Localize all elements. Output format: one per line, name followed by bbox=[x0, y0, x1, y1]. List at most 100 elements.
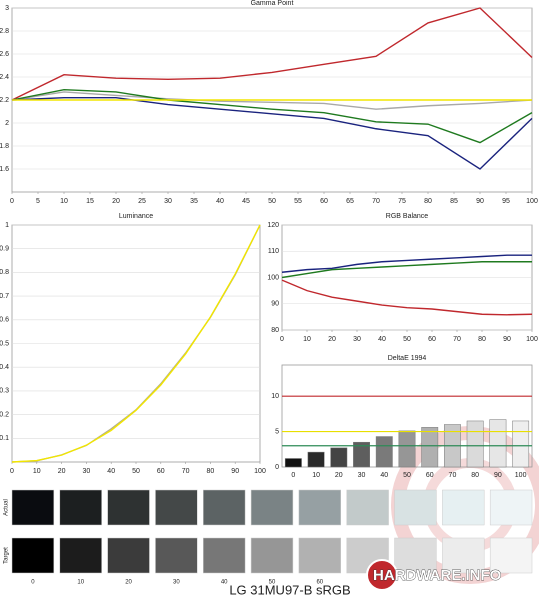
x-tick-label: 80 bbox=[471, 472, 479, 479]
swatch bbox=[107, 537, 150, 574]
y-tick-label: 0.3 bbox=[0, 388, 9, 395]
y-tick-label: 2.8 bbox=[0, 28, 9, 35]
y-tick-label: 1.6 bbox=[0, 166, 9, 173]
swatch bbox=[298, 537, 341, 574]
bar bbox=[466, 420, 484, 468]
y-tick-label: 3 bbox=[5, 5, 9, 12]
series-line bbox=[281, 261, 532, 279]
x-tick-label: 65 bbox=[346, 198, 354, 205]
x-tick-label: 80 bbox=[478, 336, 486, 343]
swatch bbox=[442, 537, 485, 574]
x-tick-label: 0 bbox=[291, 472, 295, 479]
bar bbox=[489, 419, 507, 468]
swatch bbox=[155, 489, 198, 526]
y-tick-label: 2.2 bbox=[0, 97, 9, 104]
x-tick-label: 50 bbox=[268, 198, 276, 205]
x-tick-label: 90 bbox=[503, 336, 511, 343]
chart-title: Luminance bbox=[119, 213, 153, 220]
swatch-label: 0 bbox=[31, 580, 35, 586]
x-tick-label: 60 bbox=[157, 468, 165, 475]
x-tick-label: 90 bbox=[494, 472, 502, 479]
swatch bbox=[394, 489, 437, 526]
y-tick-label: 90 bbox=[271, 301, 279, 308]
bar bbox=[512, 420, 530, 468]
x-tick-label: 20 bbox=[58, 468, 66, 475]
x-tick-label: 95 bbox=[502, 198, 510, 205]
swatch bbox=[155, 537, 198, 574]
y-tick-label: 0.7 bbox=[0, 293, 9, 300]
x-tick-label: 100 bbox=[515, 472, 527, 479]
series-line bbox=[281, 254, 532, 273]
x-tick-label: 60 bbox=[320, 198, 328, 205]
bar bbox=[284, 458, 302, 468]
swatch-label: 20 bbox=[125, 580, 132, 586]
x-tick-label: 0 bbox=[10, 198, 14, 205]
y-tick-label: 0.4 bbox=[0, 364, 9, 371]
swatch bbox=[489, 537, 533, 574]
x-tick-label: 25 bbox=[138, 198, 146, 205]
series-line bbox=[11, 224, 261, 463]
bar bbox=[307, 451, 325, 468]
x-tick-label: 100 bbox=[526, 336, 538, 343]
x-tick-label: 80 bbox=[424, 198, 432, 205]
bar bbox=[421, 427, 439, 468]
swatch bbox=[11, 537, 55, 574]
bar bbox=[353, 441, 370, 468]
x-tick-label: 40 bbox=[107, 468, 115, 475]
swatch bbox=[59, 537, 102, 574]
x-tick-label: 0 bbox=[280, 336, 284, 343]
x-tick-label: 70 bbox=[453, 336, 461, 343]
swatch bbox=[203, 489, 246, 526]
swatch bbox=[346, 489, 389, 526]
x-tick-label: 100 bbox=[526, 198, 538, 205]
y-tick-label: 0.8 bbox=[0, 269, 9, 276]
x-tick-label: 40 bbox=[216, 198, 224, 205]
y-tick-label: 0 bbox=[275, 464, 279, 471]
swatch-label: 40 bbox=[221, 580, 228, 586]
swatch-label: 30 bbox=[173, 580, 180, 586]
y-tick-label: 0.5 bbox=[0, 340, 9, 347]
y-tick-label: 10 bbox=[271, 393, 279, 400]
bar bbox=[398, 430, 416, 468]
x-tick-label: 10 bbox=[60, 198, 68, 205]
swatch bbox=[298, 489, 341, 526]
y-tick-label: 2.6 bbox=[0, 51, 9, 58]
row-label: Actual bbox=[4, 499, 10, 516]
series-line bbox=[11, 7, 533, 101]
series-line bbox=[11, 88, 533, 144]
swatch bbox=[489, 489, 533, 526]
x-tick-label: 55 bbox=[294, 198, 302, 205]
x-tick-label: 20 bbox=[335, 472, 343, 479]
y-tick-label: 100 bbox=[267, 274, 279, 281]
chart-title: Gamma Point bbox=[251, 0, 294, 7]
x-tick-label: 40 bbox=[378, 336, 386, 343]
y-tick-label: 1 bbox=[5, 222, 9, 229]
x-tick-label: 20 bbox=[112, 198, 120, 205]
x-tick-label: 35 bbox=[190, 198, 198, 205]
series-line bbox=[281, 279, 533, 316]
x-tick-label: 40 bbox=[380, 472, 388, 479]
swatch bbox=[59, 489, 102, 526]
swatch bbox=[203, 537, 246, 574]
x-tick-label: 0 bbox=[10, 468, 14, 475]
bar bbox=[375, 436, 393, 468]
x-tick-label: 20 bbox=[328, 336, 336, 343]
x-tick-label: 50 bbox=[132, 468, 140, 475]
x-tick-label: 10 bbox=[33, 468, 41, 475]
swatch bbox=[442, 489, 485, 526]
series-line bbox=[11, 91, 533, 110]
x-tick-label: 30 bbox=[83, 468, 91, 475]
x-tick-label: 30 bbox=[164, 198, 172, 205]
chart-title: DeltaE 1994 bbox=[388, 355, 427, 362]
x-tick-label: 90 bbox=[476, 198, 484, 205]
x-tick-label: 50 bbox=[403, 472, 411, 479]
x-tick-label: 30 bbox=[358, 472, 366, 479]
swatch bbox=[11, 489, 55, 526]
y-tick-label: 0.6 bbox=[0, 317, 9, 324]
logo: HARDWARE.INFO bbox=[373, 567, 502, 584]
y-tick-label: 0.2 bbox=[0, 411, 9, 418]
x-tick-label: 10 bbox=[312, 472, 320, 479]
row-label: Target bbox=[4, 547, 10, 564]
footer: LG 31MU97-B sRGB bbox=[229, 582, 350, 597]
